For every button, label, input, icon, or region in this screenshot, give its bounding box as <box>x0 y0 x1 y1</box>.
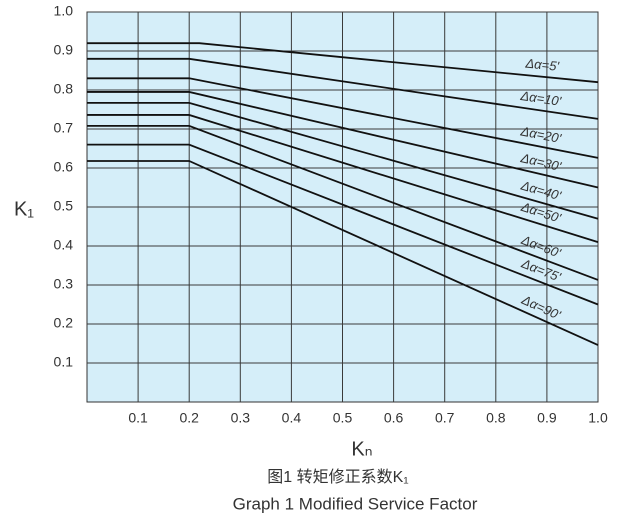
series-label: Δα=5' <box>524 55 560 73</box>
series-line <box>87 124 599 281</box>
series-line <box>87 114 599 243</box>
x-tick-label: 1.0 <box>588 410 608 426</box>
x-tick-label: 0.5 <box>333 410 353 426</box>
y-tick-label: 0.6 <box>54 159 74 175</box>
x-tick-label: 0.1 <box>128 410 148 426</box>
y-tick-label: 0.3 <box>54 276 74 292</box>
y-tick-label: 0.9 <box>54 42 74 58</box>
x-tick-label: 0.9 <box>537 410 557 426</box>
x-tick-label: 0.4 <box>282 410 302 426</box>
series-line <box>87 101 599 220</box>
series-line <box>87 91 599 189</box>
y-axis-label: K₁ <box>14 198 34 220</box>
series-line <box>87 77 599 159</box>
series-line <box>87 160 599 346</box>
y-tick-label: 0.1 <box>54 354 74 370</box>
x-tick-label: 0.7 <box>435 410 455 426</box>
y-tick-label: 0.8 <box>54 81 74 97</box>
caption-cn: 图1 转矩修正系数K₁ <box>267 468 408 486</box>
y-tick-label: 1.0 <box>54 3 74 19</box>
caption-en: Graph 1 Modified Service Factor <box>233 494 478 513</box>
x-tick-label: 0.3 <box>231 410 251 426</box>
y-tick-label: 0.4 <box>54 237 74 253</box>
series-label: Δα=10' <box>519 88 563 109</box>
x-axis-label: Kₙ <box>351 438 372 460</box>
series-line <box>87 143 599 306</box>
y-tick-label: 0.5 <box>54 198 74 214</box>
series-line <box>87 57 599 120</box>
x-tick-label: 0.8 <box>486 410 506 426</box>
y-tick-label: 0.2 <box>54 315 74 331</box>
series-line <box>87 42 599 84</box>
y-tick-label: 0.7 <box>54 120 74 136</box>
x-tick-label: 0.6 <box>384 410 404 426</box>
x-tick-label: 0.2 <box>179 410 199 426</box>
